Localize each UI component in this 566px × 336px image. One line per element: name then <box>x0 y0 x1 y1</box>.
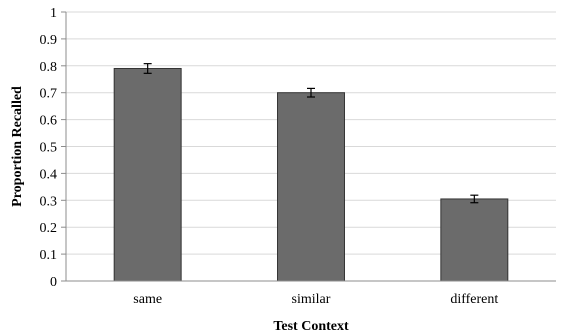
y-tick-label: 0.9 <box>40 33 58 48</box>
error-bars <box>143 63 479 204</box>
y-tick-label: 0.8 <box>40 60 58 75</box>
bars <box>113 67 509 282</box>
y-tick-label: 0.1 <box>40 248 58 263</box>
bar-same <box>113 67 182 282</box>
y-tick-label: 0.4 <box>40 167 58 182</box>
y-axis-title: Proportion Recalled <box>10 86 25 207</box>
y-tick-label: 0.7 <box>40 87 58 102</box>
y-tick-label: 0.5 <box>40 141 58 156</box>
x-tick-label-different: different <box>450 292 498 307</box>
y-tick-label: 1 <box>50 6 57 21</box>
y-tick-label: 0 <box>50 275 57 290</box>
bar-similar <box>277 92 345 282</box>
y-tick-label: 0.3 <box>40 194 58 209</box>
x-tick-label-similar: similar <box>292 292 331 307</box>
y-tick-labels: 0 0.1 0.2 0.3 0.4 0.5 0.6 0.7 0.8 0.9 1 <box>40 6 66 290</box>
x-axis-title: Test Context <box>273 319 349 334</box>
x-tick-labels: same similar different <box>133 292 498 307</box>
y-tick-label: 0.6 <box>40 114 58 129</box>
bar-different <box>440 198 509 282</box>
y-tick-label: 0.2 <box>40 221 58 236</box>
x-tick-label-same: same <box>133 292 162 307</box>
